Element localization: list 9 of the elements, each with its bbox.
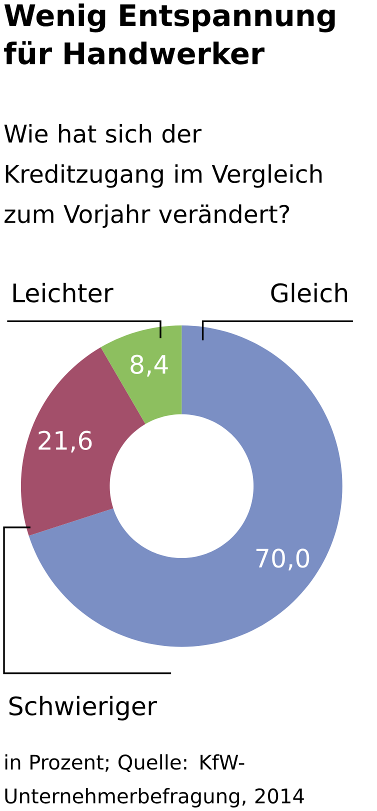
text: in Prozent; Quelle: KfW-Unternehmerbefragung, 2014 bbox=[5, 754, 304, 808]
data-label: 8,4 bbox=[130, 354, 168, 377]
slice-label: Gleich bbox=[271, 282, 347, 302]
data-label: 70,0 bbox=[256, 548, 310, 570]
data-label: 21,6 bbox=[38, 430, 92, 453]
chart-title: Wenig Entspannung für Handwerker bbox=[4, 4, 335, 64]
chart-subtitle: Wie hat sich der Kreditzugang im Vergleich zum Vorjahr verändert? bbox=[4, 124, 322, 228]
slice-label: Schwieriger bbox=[9, 696, 157, 720]
slice-label: Leichter bbox=[13, 282, 114, 302]
